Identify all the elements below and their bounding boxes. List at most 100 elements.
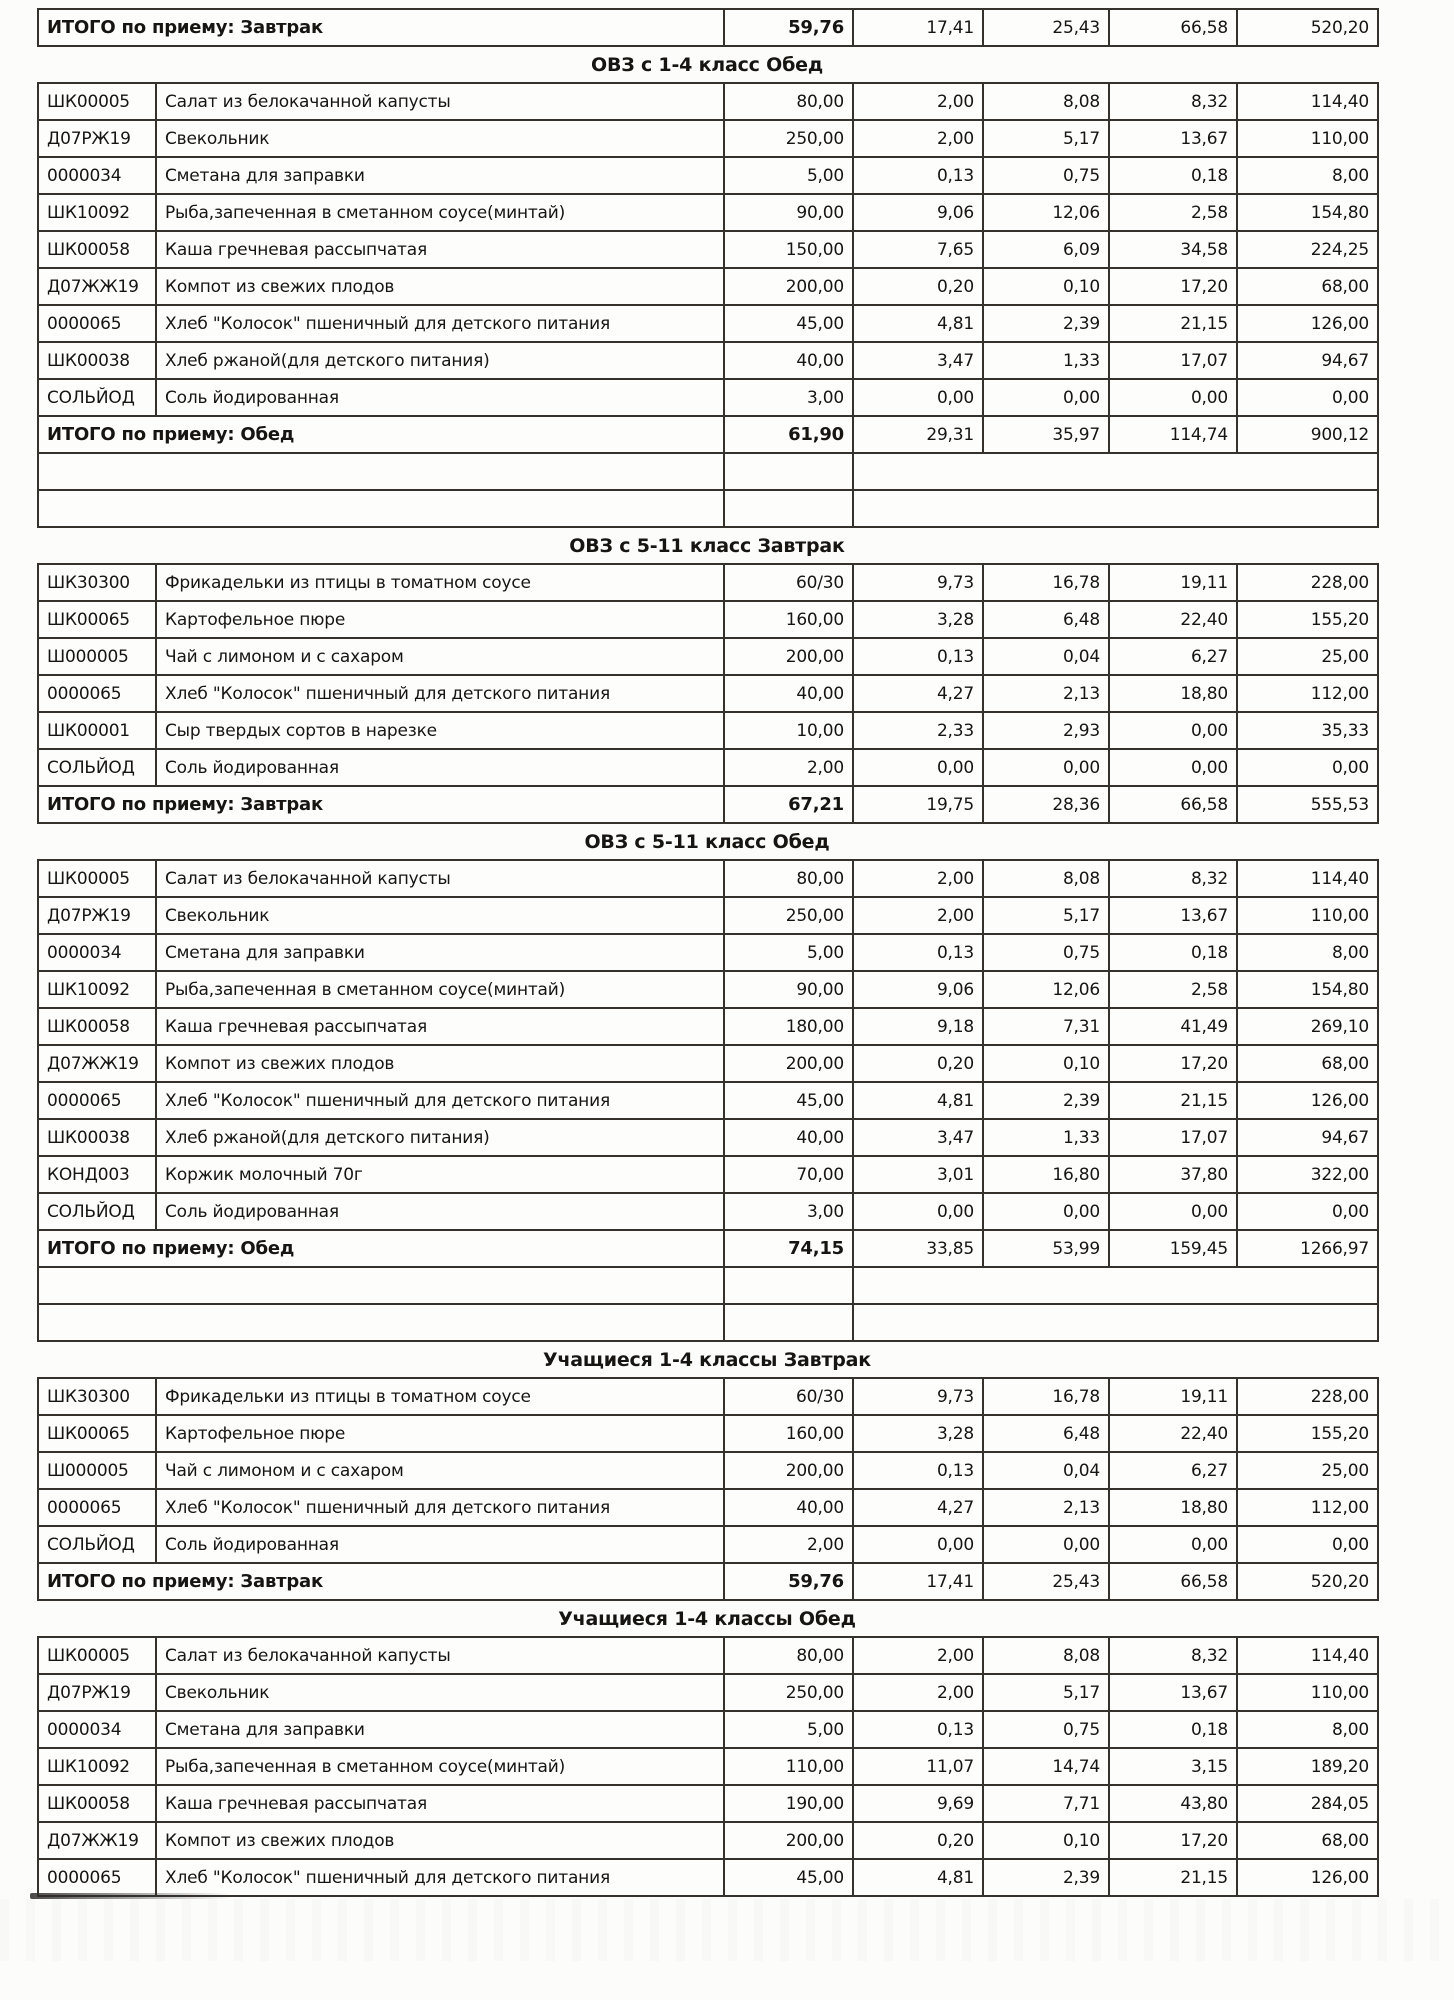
protein-cell: 2,33 xyxy=(852,711,984,750)
carb-cell: 2,58 xyxy=(1108,970,1238,1009)
dish-name-cell: Каша гречневая рассыпчатая xyxy=(155,1007,725,1046)
protein-cell: 11,07 xyxy=(852,1747,984,1786)
carb-cell: 17,20 xyxy=(1108,1044,1238,1083)
qty-cell: 250,00 xyxy=(723,119,854,158)
dish-code-cell: ШК10092 xyxy=(37,193,157,232)
carb-cell: 41,49 xyxy=(1108,1007,1238,1046)
menu-row: Д07ЖЖ19 Компот из свежих плодов 200,00 0,20… xyxy=(37,1821,1379,1860)
dish-name-cell: Салат из белокачанной капусты xyxy=(155,1636,725,1675)
dish-name-cell: Коржик молочный 70г xyxy=(155,1155,725,1194)
menu-row: 0000034 Сметана для заправки 5,00 0,13 0,75 0… xyxy=(37,1710,1379,1749)
menu-row: ШК10092 Рыба,запеченная в сметанном соусе… xyxy=(37,970,1379,1009)
menu-row: ШК00058 Каша гречневая рассыпчатая 180,00 9… xyxy=(37,1007,1379,1046)
fat-cell: 0,04 xyxy=(982,637,1110,676)
dish-code-cell: ШК30300 xyxy=(37,563,157,602)
kcal-cell: 322,00 xyxy=(1236,1155,1379,1194)
empty-cell xyxy=(723,489,854,528)
dish-code-cell: СОЛЬЙОД xyxy=(37,378,157,417)
empty-row xyxy=(37,1266,1379,1305)
menu-row: ШК10092 Рыба,запеченная в сметанном соусе… xyxy=(37,193,1379,232)
menu-section-table: ШК00005 Салат из белокачанной капусты 80,0… xyxy=(37,859,1379,1342)
dish-code-cell: Д07ЖЖ19 xyxy=(37,267,157,306)
dish-code-cell: ШК00065 xyxy=(37,1414,157,1453)
protein-cell: 4,81 xyxy=(852,304,984,343)
dish-code-cell: 0000034 xyxy=(37,156,157,195)
fat-cell: 2,39 xyxy=(982,1081,1110,1120)
protein-cell: 4,81 xyxy=(852,1081,984,1120)
kcal-cell: 35,33 xyxy=(1236,711,1379,750)
dish-code-cell: Д07ЖЖ19 xyxy=(37,1821,157,1860)
carb-cell: 22,40 xyxy=(1108,600,1238,639)
dish-name-cell: Соль йодированная xyxy=(155,1192,725,1231)
protein-cell: 0,13 xyxy=(852,637,984,676)
menu-row: ШК00005 Салат из белокачанной капусты 80,0… xyxy=(37,82,1379,121)
fat-cell: 14,74 xyxy=(982,1747,1110,1786)
fat-cell: 6,48 xyxy=(982,600,1110,639)
menu-section-table: ИТОГО по приему: Завтрак 59,76 17,41 25,43 6… xyxy=(36,8,1380,47)
dish-name-cell: Рыба,запеченная в сметанном соусе(минтай… xyxy=(155,970,725,1009)
carb-cell: 22,40 xyxy=(1108,1414,1238,1453)
dish-code-cell: ШК00005 xyxy=(37,82,157,121)
empty-row xyxy=(37,489,1379,528)
qty-cell: 90,00 xyxy=(723,970,854,1009)
fat-cell: 16,78 xyxy=(982,1377,1110,1416)
dish-code-cell: ШК00001 xyxy=(37,711,157,750)
dish-code-cell: ШК00058 xyxy=(37,230,157,269)
fat-cell: 6,48 xyxy=(982,1414,1110,1453)
qty-cell: 45,00 xyxy=(723,1858,854,1897)
fat-cell: 0,75 xyxy=(982,156,1110,195)
fat-cell: 16,78 xyxy=(982,563,1110,602)
qty-cell: 90,00 xyxy=(723,193,854,232)
dish-code-cell: КОНД003 xyxy=(37,1155,157,1194)
protein-cell: 9,18 xyxy=(852,1007,984,1046)
kcal-cell: 154,80 xyxy=(1236,970,1379,1009)
total-label-cell: ИТОГО по приему: Завтрак xyxy=(36,8,726,47)
qty-cell: 200,00 xyxy=(723,267,854,306)
carb-cell: 21,15 xyxy=(1108,1858,1238,1897)
total-carb-cell: 159,45 xyxy=(1108,1229,1238,1268)
dish-code-cell: Д07РЖ19 xyxy=(37,896,157,935)
dish-name-cell: Каша гречневая рассыпчатая xyxy=(155,230,725,269)
menu-row: ШК00038 Хлеб ржаной(для детского питания)… xyxy=(37,1118,1379,1157)
kcal-cell: 8,00 xyxy=(1236,1710,1379,1749)
fat-cell: 0,00 xyxy=(982,1525,1110,1564)
dish-code-cell: 0000065 xyxy=(37,1488,157,1527)
qty-cell: 40,00 xyxy=(723,1488,854,1527)
dish-code-cell: 0000065 xyxy=(37,674,157,713)
kcal-cell: 228,00 xyxy=(1236,563,1379,602)
dish-code-cell: ШК10092 xyxy=(37,970,157,1009)
carb-cell: 8,32 xyxy=(1108,82,1238,121)
fat-cell: 2,93 xyxy=(982,711,1110,750)
menu-row: СОЛЬЙОД Соль йодированная 3,00 0,00 0,00 0,00… xyxy=(37,378,1379,417)
dish-code-cell: ШК00005 xyxy=(37,1636,157,1675)
section-title: Учащиеся 1-4 классы Обед xyxy=(558,1608,856,1630)
qty-cell: 40,00 xyxy=(723,674,854,713)
menu-row: ШК00065 Картофельное пюре 160,00 3,28 6,48 22… xyxy=(37,600,1379,639)
dish-code-cell: 0000034 xyxy=(37,933,157,972)
protein-cell: 2,00 xyxy=(852,119,984,158)
total-carb-cell: 66,58 xyxy=(1108,785,1238,824)
carb-cell: 0,00 xyxy=(1108,378,1238,417)
menu-row: ШК00001 Сыр твердых сортов в нарезке 10,00… xyxy=(37,711,1379,750)
protein-cell: 0,20 xyxy=(852,1821,984,1860)
fat-cell: 5,17 xyxy=(982,1673,1110,1712)
menu-section-table: ШК30300 Фрикадельки из птицы в томатном с… xyxy=(37,563,1379,824)
kcal-cell: 8,00 xyxy=(1236,156,1379,195)
total-kcal-cell: 900,12 xyxy=(1236,415,1379,454)
kcal-cell: 25,00 xyxy=(1236,1451,1379,1490)
empty-cell xyxy=(852,489,1379,528)
carb-cell: 13,67 xyxy=(1108,119,1238,158)
dish-code-cell: Д07ЖЖ19 xyxy=(37,1044,157,1083)
dish-name-cell: Каша гречневая рассыпчатая xyxy=(155,1784,725,1823)
kcal-cell: 0,00 xyxy=(1236,1192,1379,1231)
qty-cell: 110,00 xyxy=(723,1747,854,1786)
fat-cell: 0,00 xyxy=(982,748,1110,787)
kcal-cell: 114,40 xyxy=(1236,859,1379,898)
protein-cell: 9,69 xyxy=(852,1784,984,1823)
total-fat-cell: 35,97 xyxy=(982,415,1110,454)
carb-cell: 17,20 xyxy=(1108,267,1238,306)
qty-cell: 5,00 xyxy=(723,933,854,972)
fat-cell: 0,10 xyxy=(982,267,1110,306)
total-qty-cell: 59,76 xyxy=(723,8,855,47)
kcal-cell: 155,20 xyxy=(1236,600,1379,639)
